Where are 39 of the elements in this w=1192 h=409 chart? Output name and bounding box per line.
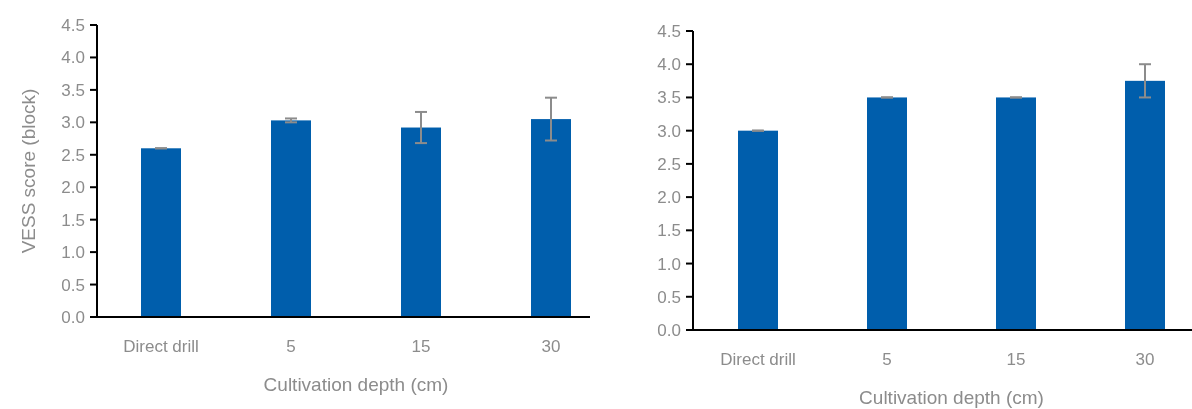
x-tick-label: 15 <box>411 337 431 356</box>
y-tick-label: 0.5 <box>657 287 681 307</box>
y-tick-label: 2.0 <box>657 188 681 208</box>
y-tick-label: 2.5 <box>61 145 85 165</box>
x-tick-label: 5 <box>882 350 892 369</box>
y-tick-label: 1.5 <box>61 210 85 230</box>
y-tick-label: 3.0 <box>61 113 85 133</box>
y-tick-label: 4.0 <box>657 55 681 75</box>
bar <box>867 97 907 330</box>
bar <box>1125 80 1165 330</box>
x-tick-label: Direct drill <box>720 350 796 369</box>
x-tick-label: 30 <box>541 337 561 356</box>
y-tick-label: 3.5 <box>61 80 85 100</box>
y-tick-label: 4.5 <box>657 21 681 41</box>
y-tick-label: 1.0 <box>61 243 85 263</box>
x-tick-label: 5 <box>286 337 296 356</box>
y-tick-label: 3.5 <box>657 88 681 108</box>
bar <box>141 148 181 317</box>
y-tick-label: 0.0 <box>657 320 681 340</box>
y-tick-label: 2.5 <box>657 154 681 174</box>
y-tick-label: 3.0 <box>657 121 681 141</box>
bar <box>738 130 778 330</box>
y-tick-label: 1.0 <box>657 254 681 274</box>
bar <box>996 97 1036 330</box>
y-tick-label: 0.0 <box>61 307 85 327</box>
x-axis-title: Cultivation depth (cm) <box>859 387 1044 408</box>
bar <box>401 127 441 317</box>
bar <box>271 120 311 317</box>
x-tick-label: 30 <box>1135 350 1155 369</box>
x-axis-title: Cultivation depth (cm) <box>263 374 449 395</box>
y-tick-label: 0.5 <box>61 275 85 295</box>
x-tick-label: 15 <box>1006 350 1026 369</box>
x-tick-label: Direct drill <box>123 337 199 356</box>
bar <box>531 119 571 317</box>
y-axis-title: VESS score (block) <box>18 88 39 254</box>
y-tick-label: 4.0 <box>61 48 85 68</box>
y-tick-label: 4.5 <box>61 15 85 35</box>
y-tick-label: 1.5 <box>657 221 681 241</box>
y-tick-label: 2.0 <box>61 178 85 198</box>
